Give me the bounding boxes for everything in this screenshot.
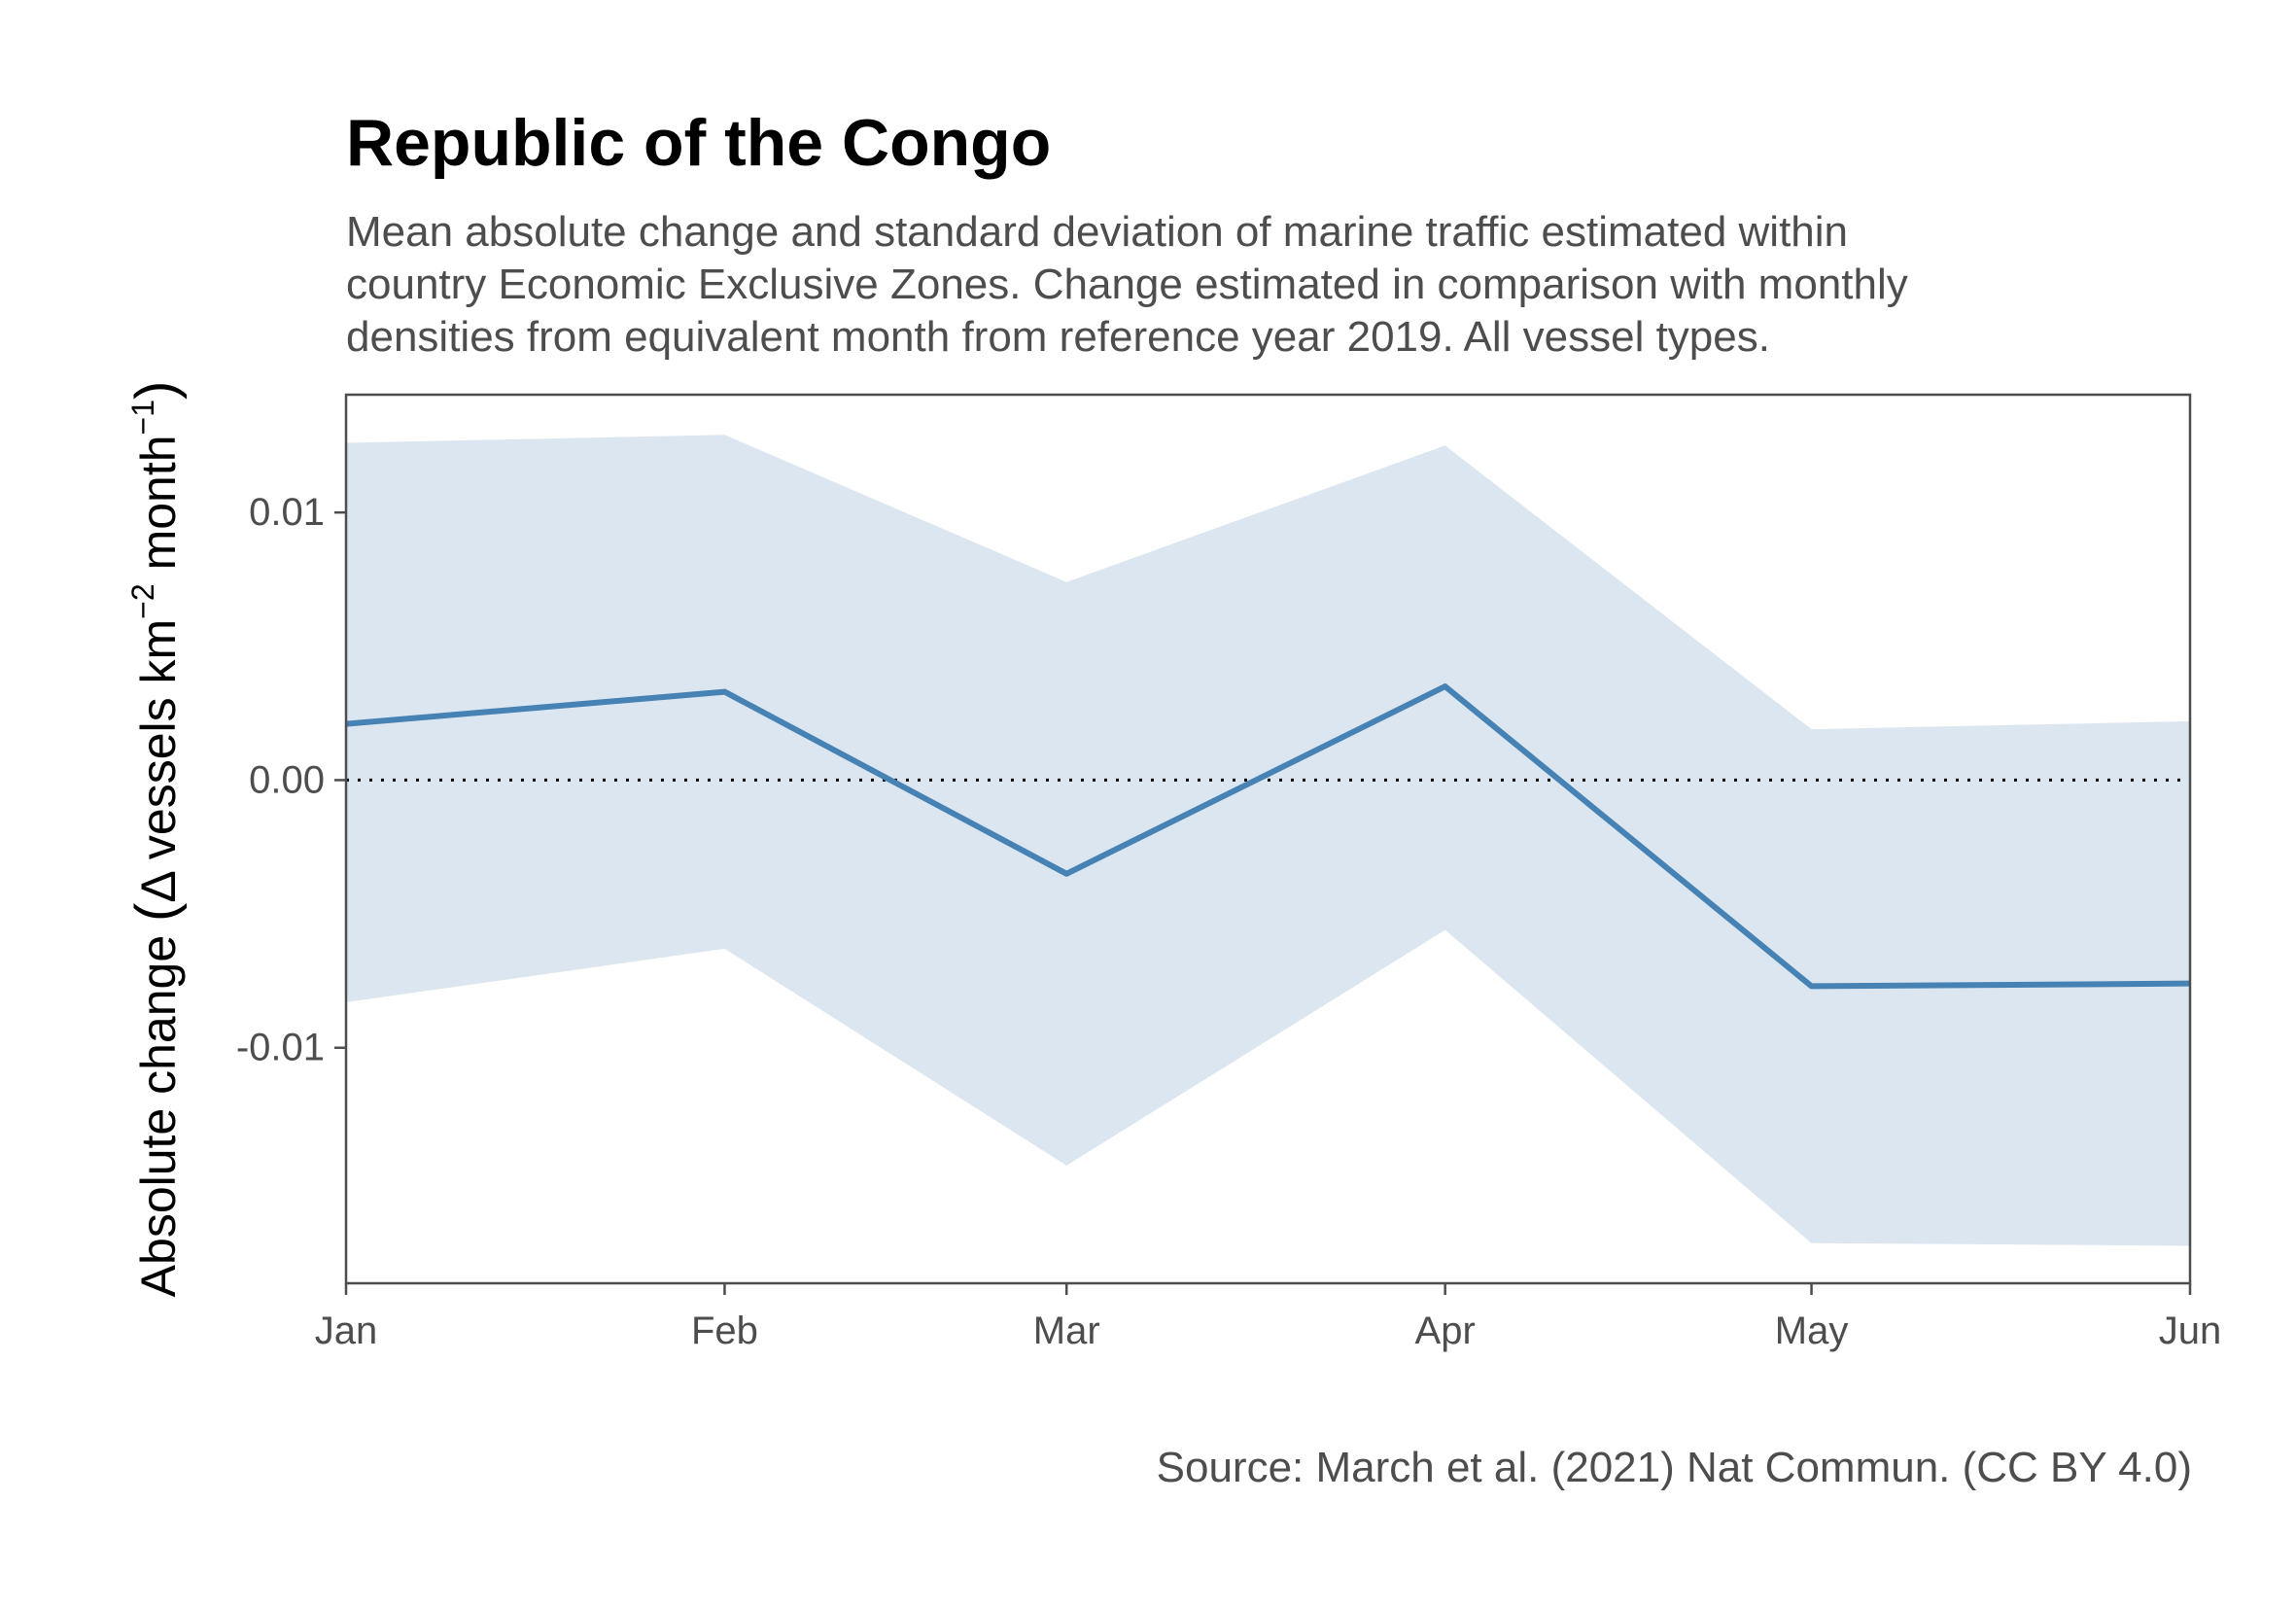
x-tick-label: Apr: [1415, 1310, 1476, 1352]
chart-caption: Source: March et al. (2021) Nat Commun. …: [1156, 1444, 2192, 1491]
y-axis-title-paren-close: ): [124, 381, 188, 400]
chart-title: Republic of the Congo: [346, 106, 1052, 180]
y-axis-title-delta: Δ: [131, 872, 186, 903]
y-tick-label: 0.00: [249, 758, 325, 801]
chart-subtitle: Mean absolute change and standard deviat…: [346, 206, 1908, 364]
mean-line-layer: [345, 683, 2191, 990]
y-axis: -0.01 0.00 0.01: [236, 491, 346, 1069]
subtitle-line-1: Mean absolute change and standard deviat…: [346, 208, 1849, 256]
plot-panel-border: [344, 393, 2192, 1285]
x-tick-label: Feb: [691, 1310, 758, 1352]
x-tick-label: May: [1775, 1310, 1849, 1352]
y-axis-title-prefix: Absolute change: [131, 922, 186, 1297]
x-tick-label: Jun: [2159, 1310, 2222, 1352]
y-axis-title-sup-1: −2: [125, 583, 160, 618]
x-tick-label: Mar: [1033, 1310, 1100, 1352]
x-axis: Jan Feb Mar Apr May Jun: [315, 1283, 2222, 1352]
x-tick-label: Jan: [315, 1310, 378, 1352]
y-tick-label: -0.01: [236, 1027, 325, 1069]
y-tick-label: 0.01: [249, 491, 325, 534]
y-axis-title-paren-open: (: [124, 903, 188, 922]
sd-band: [346, 435, 2190, 1246]
sd-band-layer: [346, 435, 2190, 1246]
subtitle-line-3: densities from equivalent month from ref…: [346, 313, 1770, 361]
y-axis-title-unit: vessels km: [131, 619, 186, 873]
y-axis-title-unit-2: month: [131, 435, 186, 583]
y-axis-title: Absolute change (Δ vessels km−2 month−1): [124, 381, 188, 1298]
subtitle-line-2: country Economic Exclusive Zones. Change…: [346, 261, 1908, 308]
mean-change-line: [345, 683, 2191, 990]
y-axis-title-sup-2: −1: [125, 400, 160, 435]
